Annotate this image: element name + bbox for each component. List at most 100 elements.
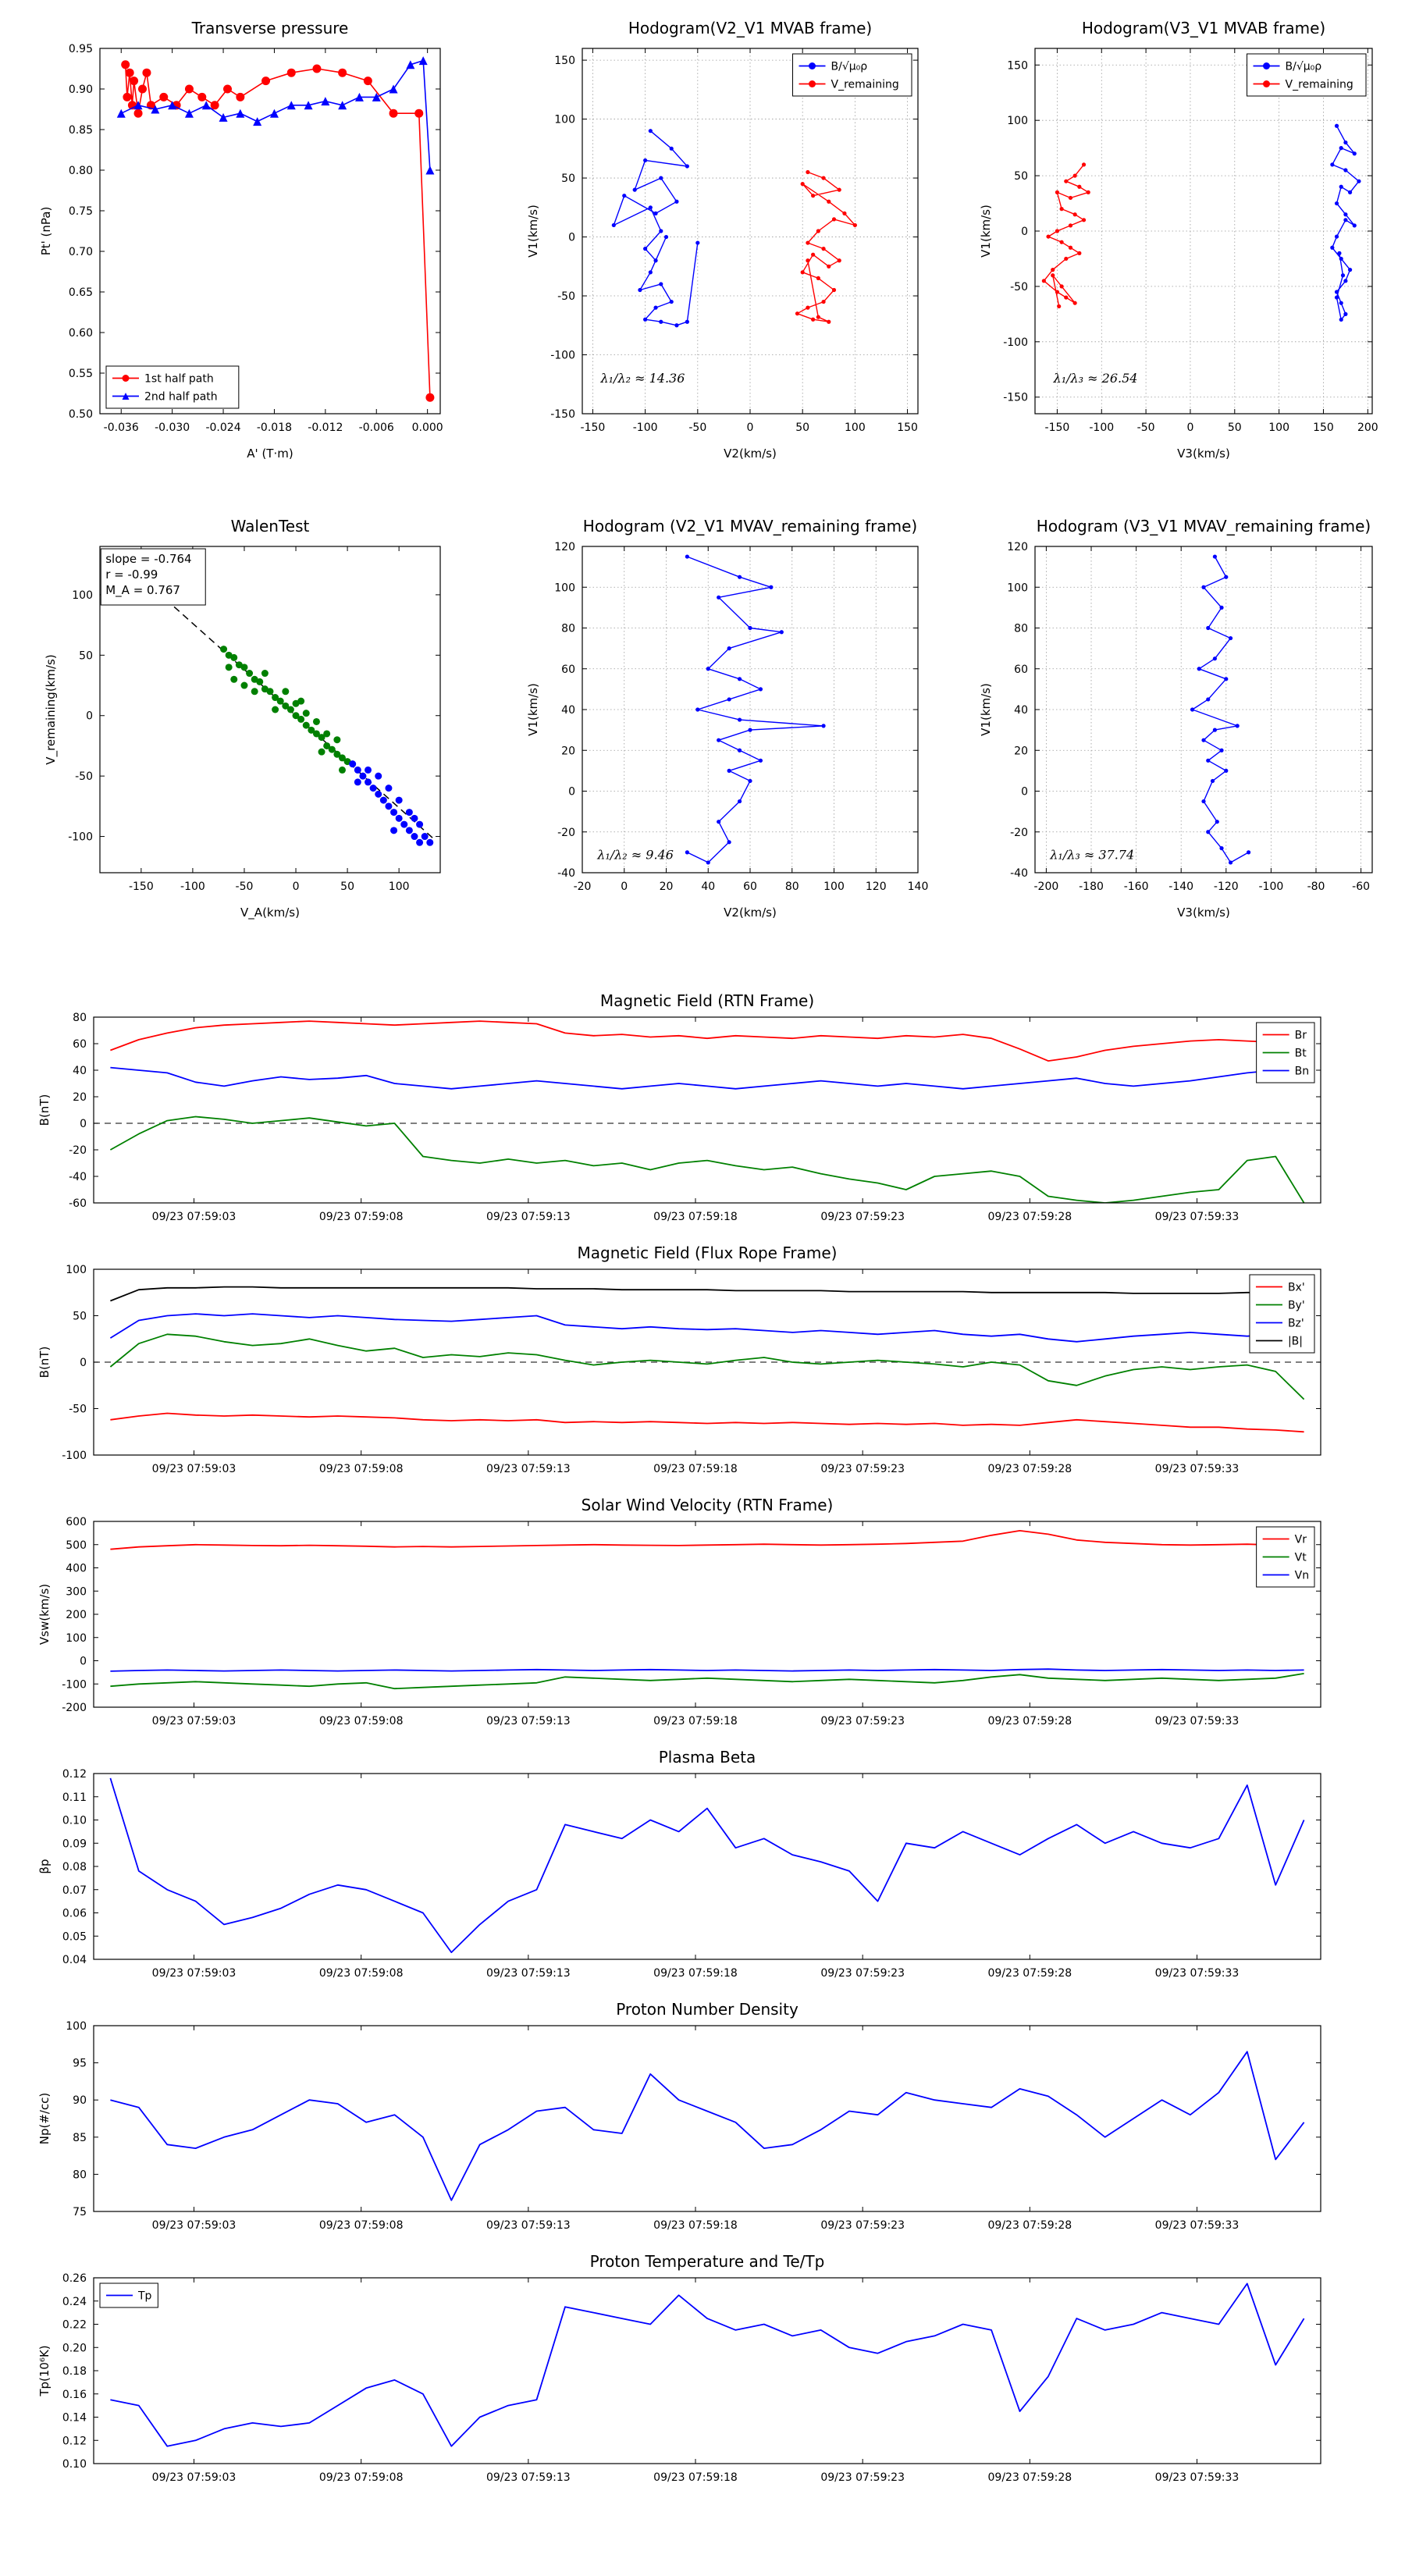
legend-label: V_remaining <box>1286 79 1353 91</box>
x-axis-label: V2(km/s) <box>724 447 777 461</box>
series-beta-p <box>109 1777 1305 1954</box>
tick-label: -120 <box>1214 881 1239 893</box>
tick-label: 09/23 07:59:28 <box>988 2219 1072 2232</box>
tick-label: 200 <box>1357 422 1378 434</box>
tick-label: -50 <box>75 770 93 783</box>
tick-label: 0.65 <box>69 286 93 299</box>
tick-label: 09/23 07:59:33 <box>1155 2219 1240 2232</box>
tick-label: 300 <box>66 1585 87 1598</box>
chart-walen-test: -150 -100 -50 0 50 100 -100 -50 0 50 100 V_A(km/s) V… <box>44 546 441 920</box>
series-Bt <box>109 1115 1305 1203</box>
tick-label: 90 <box>73 2094 87 2107</box>
series-V-remaining-path <box>795 169 857 324</box>
tick-label: 0 <box>747 422 754 434</box>
chart-title-proton-density: Proton Number Density <box>616 2000 799 2019</box>
tick-label: 80 <box>561 623 575 635</box>
annotation: r = -0.99 <box>105 568 158 582</box>
legend-label: Vn <box>1295 1570 1309 1582</box>
tick-label: 0.60 <box>69 327 93 340</box>
tick-label: -0.024 <box>205 422 240 434</box>
tick-label: -0.006 <box>359 422 394 434</box>
tick-label: 0 <box>1021 226 1028 238</box>
y-axis-label: Tp(10⁶K) <box>37 2345 52 2396</box>
chart-plasma-beta: 09/23 07:59:03 09/23 07:59:08 09/23 07:59:… <box>37 1768 1321 1980</box>
tick-label: 150 <box>897 422 918 434</box>
tick-label: 100 <box>554 114 575 126</box>
tick-label: 09/23 07:59:33 <box>1155 1463 1240 1475</box>
tick-label: 0.05 <box>62 1930 87 1943</box>
tick-label: 09/23 07:59:23 <box>820 2471 905 2484</box>
tick-label: 09/23 07:59:23 <box>820 2219 905 2232</box>
tick-label: 40 <box>1014 704 1028 717</box>
series-layer <box>109 1020 1305 1203</box>
tick-label: 09/23 07:59:13 <box>486 1967 571 1980</box>
tick-label: -100 <box>550 350 575 362</box>
tick-label: 0 <box>1021 786 1028 799</box>
legend-label: Tp <box>137 2290 152 2303</box>
tick-label: 60 <box>1014 664 1028 676</box>
chart-mag-rtn: 09/23 07:59:03 09/23 07:59:08 09/23 07:59:… <box>37 1012 1321 1223</box>
tick-label: 100 <box>554 582 575 594</box>
legend-label: By' <box>1288 1300 1305 1312</box>
tick-label: 100 <box>1007 582 1028 594</box>
tick-label: 0.50 <box>69 408 93 421</box>
chart-title-hodogram-v2v1-mvab: Hodogram(V2_V1 MVAB frame) <box>628 19 873 37</box>
tick-label: -60 <box>1352 881 1370 893</box>
tick-label: 09/23 07:59:03 <box>152 1211 237 1223</box>
series-Bx-prime <box>110 1412 1304 1433</box>
tick-label: 0.000 <box>412 422 443 434</box>
annotation: slope = -0.764 <box>105 552 191 566</box>
tick-label: 40 <box>701 881 715 893</box>
tick-label: -100 <box>62 1450 87 1462</box>
tick-label: -200 <box>1034 881 1059 893</box>
tick-label: 400 <box>66 1563 87 1575</box>
tick-label: -0.012 <box>308 422 343 434</box>
tick-label: 0.14 <box>62 2412 87 2425</box>
tick-label: 100 <box>389 881 410 893</box>
tick-label: 50 <box>79 649 93 662</box>
chart-transverse-pressure: -0.036 -0.030 -0.024 -0.018 -0.012 -0.006 0.00… <box>39 43 443 461</box>
tick-label: -160 <box>1124 881 1149 893</box>
tick-label: 0.16 <box>62 2389 87 2401</box>
tick-label: 0.10 <box>62 1815 87 1827</box>
tick-label: -50 <box>1010 281 1028 294</box>
tick-label: -100 <box>1003 336 1028 349</box>
annotation: λ₁/λ₃ ≈ 37.74 <box>1049 848 1134 863</box>
tick-label: -0.018 <box>257 422 292 434</box>
tick-label: -40 <box>1010 867 1028 880</box>
tick-label: 09/23 07:59:03 <box>152 1967 237 1980</box>
annotation: λ₁/λ₂ ≈ 14.36 <box>600 371 685 386</box>
tick-label: 500 <box>66 1539 87 1552</box>
tick-label: -100 <box>68 831 93 844</box>
series-V-path <box>1190 554 1251 865</box>
tick-label: -20 <box>557 827 575 839</box>
tick-label: 20 <box>660 881 674 893</box>
tick-label: 0 <box>568 786 575 799</box>
tick-label: 50 <box>795 422 809 434</box>
tick-label: 09/23 07:59:23 <box>820 1211 905 1223</box>
tick-label: 80 <box>73 1012 87 1024</box>
chart-title-proton-temp: Proton Temperature and Te/Tp <box>589 2252 825 2271</box>
tick-label: 60 <box>743 881 757 893</box>
tick-label: 09/23 07:59:03 <box>152 1715 237 1727</box>
chart-title-mag-fluxrope: Magnetic Field (Flux Rope Frame) <box>577 1244 838 1262</box>
tick-label: 09/23 07:59:23 <box>820 1715 905 1727</box>
x-axis-label: V2(km/s) <box>724 906 777 920</box>
chart-title-mag-rtn: Magnetic Field (RTN Frame) <box>599 991 815 1010</box>
series-layer <box>109 1777 1305 1954</box>
legend: Br Bt Bn <box>1256 1022 1315 1083</box>
chart-title-transverse-pressure: Transverse pressure <box>191 19 349 37</box>
series-Br <box>110 1020 1304 1062</box>
y-axis-label: V1(km/s) <box>526 205 540 258</box>
tick-label: 09/23 07:59:13 <box>486 2471 571 2484</box>
series-Vt <box>110 1673 1304 1690</box>
tick-label: 150 <box>1313 422 1334 434</box>
tick-label: 0 <box>568 232 575 244</box>
tick-label: 09/23 07:59:08 <box>319 1211 404 1223</box>
y-axis-label: Np(#/cc) <box>37 2093 52 2145</box>
legend-label: Vt <box>1295 1552 1307 1564</box>
tick-label: 09/23 07:59:18 <box>653 1211 738 1223</box>
series-layer <box>110 2051 1305 2201</box>
